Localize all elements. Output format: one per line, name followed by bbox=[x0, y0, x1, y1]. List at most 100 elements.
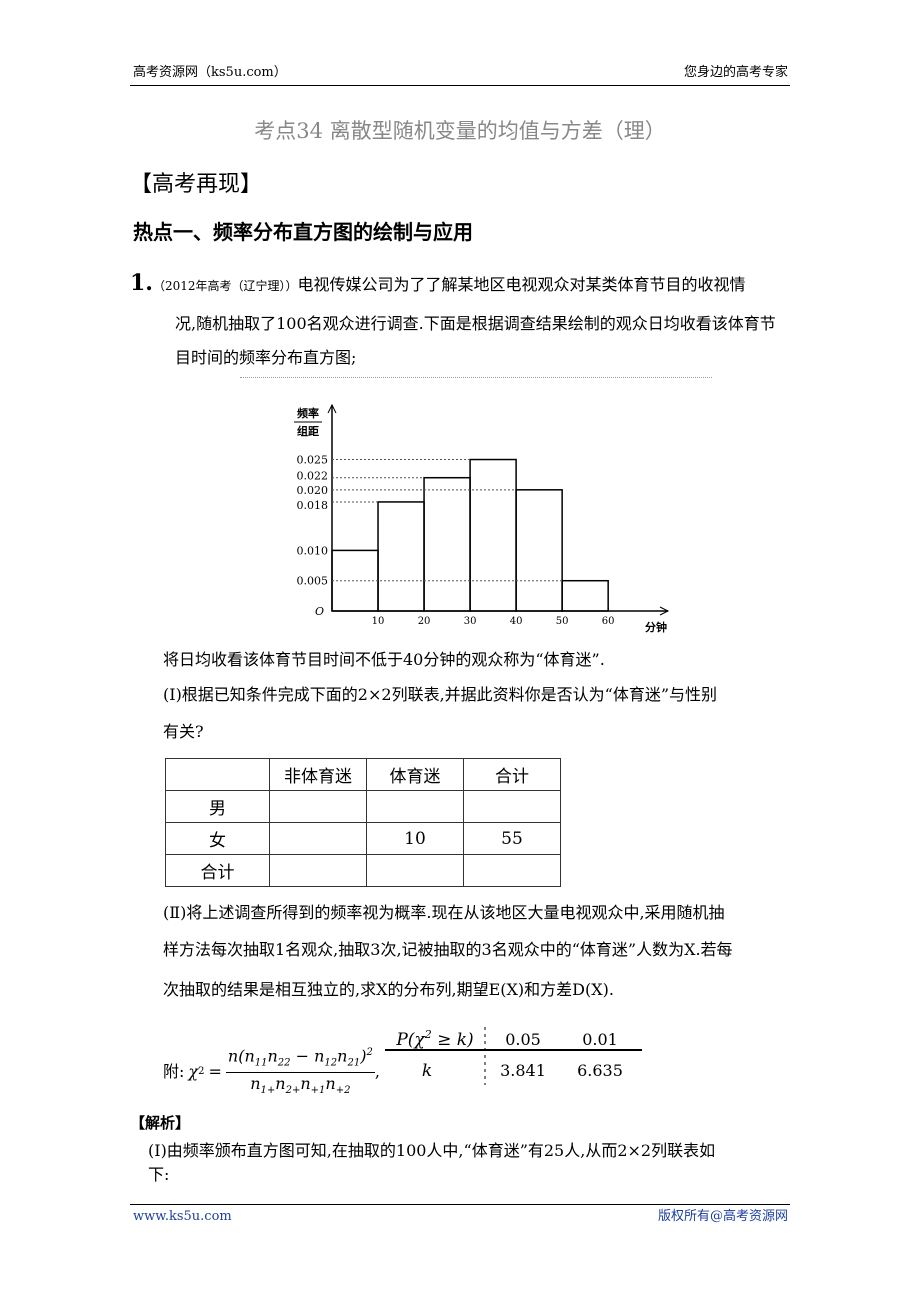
text: (Ⅰ)由频率颁布直方图可知,在抽取的100人中,“体育迷”有25人,从而2×2列… bbox=[148, 1141, 716, 1160]
cell: 6.635 bbox=[577, 1061, 623, 1080]
sup: 2 bbox=[366, 1047, 373, 1059]
cell: 10 bbox=[366, 822, 464, 855]
fraction: n(n11n22 − n12n21)2 n1+n2+n+1n+2 bbox=[225, 1046, 375, 1096]
denominator: n1+n2+n+1n+2 bbox=[226, 1073, 375, 1096]
x-tick-label: 40 bbox=[510, 616, 523, 627]
text: ) bbox=[360, 1046, 367, 1066]
row-label: 女 bbox=[165, 822, 270, 855]
y-tick-label: 0.022 bbox=[297, 470, 329, 483]
text: n(n bbox=[227, 1046, 255, 1066]
cell: 0.05 bbox=[505, 1030, 541, 1049]
text: n bbox=[337, 1046, 348, 1066]
text: 目时间的频率分布直方图; bbox=[175, 348, 357, 367]
cell bbox=[269, 790, 367, 823]
footer-rule bbox=[130, 1204, 790, 1205]
text: 有关? bbox=[163, 722, 204, 741]
text: P(χ bbox=[395, 1030, 426, 1050]
cell bbox=[366, 790, 464, 823]
text: 次抽取的结果是相互独立的,求X的分布列,期望E(X)和方差D(X). bbox=[163, 980, 614, 999]
header-left: 高考资源网（ks5u.com） bbox=[133, 65, 287, 80]
bar bbox=[561, 579, 609, 612]
subsection: 热点一、频率分布直方图的绘制与应用 bbox=[133, 220, 473, 244]
y-tick-label: 0.025 bbox=[297, 454, 329, 467]
header-rule bbox=[130, 85, 790, 86]
text: 电视传媒公司为了了解某地区电视观众对某类体育节目的收视情 bbox=[297, 275, 746, 294]
bar bbox=[331, 549, 379, 612]
cell bbox=[463, 854, 561, 887]
text: n bbox=[300, 1073, 311, 1093]
sub: 11 bbox=[254, 1057, 268, 1069]
formula-sup: 2 bbox=[198, 1066, 205, 1077]
sub: 2+ bbox=[285, 1084, 301, 1096]
bar bbox=[377, 501, 425, 612]
y-label: 组距 bbox=[297, 424, 319, 438]
sub: +1 bbox=[310, 1084, 326, 1096]
y-tick-label: 0.018 bbox=[297, 499, 329, 512]
critical-table: P(χ2 ≥ k) k 0.05 0.01 3.841 6.635 bbox=[385, 1027, 642, 1085]
footer-left: www.ks5u.com bbox=[133, 1209, 232, 1224]
title: 考点34 离散型随机变量的均值与方差（理） bbox=[254, 119, 666, 143]
cell bbox=[269, 822, 367, 855]
problem-source: （2012年高考（辽宁理）） bbox=[152, 279, 298, 293]
critical-row-label: k bbox=[422, 1061, 432, 1081]
formula-lhs: χ bbox=[188, 1062, 199, 1081]
sub: 21 bbox=[347, 1057, 361, 1069]
text: 下: bbox=[148, 1165, 170, 1184]
cell: 55 bbox=[463, 822, 561, 855]
solution-heading: 【解析】 bbox=[130, 1114, 191, 1132]
x-tick-label: 30 bbox=[464, 616, 477, 627]
y-tick-label: 0.010 bbox=[297, 544, 329, 557]
x-tick-label: 10 bbox=[372, 616, 385, 627]
y-arrow bbox=[327, 403, 337, 414]
x-tick-label: 20 bbox=[418, 616, 431, 627]
critical-head: P(χ2 ≥ k) bbox=[395, 1028, 473, 1050]
row: 男 bbox=[165, 790, 561, 823]
x-label: 分钟 bbox=[645, 620, 667, 634]
column-header: 非体育迷 bbox=[269, 758, 367, 791]
text: n bbox=[267, 1046, 278, 1066]
text: n bbox=[275, 1073, 286, 1093]
text: 况,随机抽取了100名观众进行调查.下面是根据调查结果绘制的观众日均收看该体育节 bbox=[175, 314, 776, 333]
cell bbox=[366, 854, 464, 887]
bar bbox=[515, 489, 563, 612]
x-tick-label: 60 bbox=[602, 616, 615, 627]
text: n bbox=[250, 1073, 261, 1093]
footer-right: 版权所有@高考资源网 bbox=[657, 1209, 788, 1224]
text: ≥ k) bbox=[432, 1030, 474, 1050]
x-arrow bbox=[659, 606, 670, 616]
cell bbox=[165, 758, 270, 791]
row-label: 合计 bbox=[165, 854, 270, 887]
bar bbox=[423, 476, 471, 612]
sup: 2 bbox=[424, 1028, 432, 1041]
y-tick-label: 0.005 bbox=[297, 575, 329, 588]
problem-number: 1. bbox=[130, 270, 153, 296]
row: 合计 bbox=[165, 854, 561, 887]
sub: 1+ bbox=[260, 1084, 276, 1096]
x-tick-label: 50 bbox=[556, 616, 569, 627]
cell bbox=[269, 854, 367, 887]
cell bbox=[463, 790, 561, 823]
text: 样方法每次抽取1名观众,抽取3次,记被抽取的3名观众中的“体育迷”人数为X.若每 bbox=[163, 940, 733, 959]
column-header: 合计 bbox=[463, 758, 561, 791]
cell: 0.01 bbox=[582, 1030, 618, 1049]
origin-label: O bbox=[315, 605, 324, 618]
formula-eq: = bbox=[208, 1062, 222, 1081]
appendix-label: 附: bbox=[163, 1062, 185, 1081]
text: (Ⅰ)根据已知条件完成下面的2×2列联表,并据此资料你是否认为“体育迷”与性别 bbox=[163, 685, 718, 704]
text: − n bbox=[290, 1046, 325, 1066]
divider bbox=[240, 377, 712, 378]
text: (Ⅱ)将上述调查所得到的频率视为概率.现在从该地区大量电视观众中,采用随机抽 bbox=[163, 903, 725, 922]
numerator: n(n11n22 − n12n21)2 bbox=[225, 1046, 375, 1073]
section: 【高考再现】 bbox=[130, 172, 263, 197]
column-header: 体育迷 bbox=[366, 758, 464, 791]
contingency-table: 非体育迷 体育迷 合计男女 10 55 合计 bbox=[165, 758, 561, 887]
row-label: 男 bbox=[165, 790, 270, 823]
sub: 12 bbox=[324, 1057, 338, 1069]
cell: 3.841 bbox=[500, 1061, 546, 1080]
text: 将日均收看该体育节目时间不低于40分钟的观众称为“体育迷”. bbox=[163, 650, 605, 669]
formula-tail: , bbox=[374, 1062, 380, 1081]
